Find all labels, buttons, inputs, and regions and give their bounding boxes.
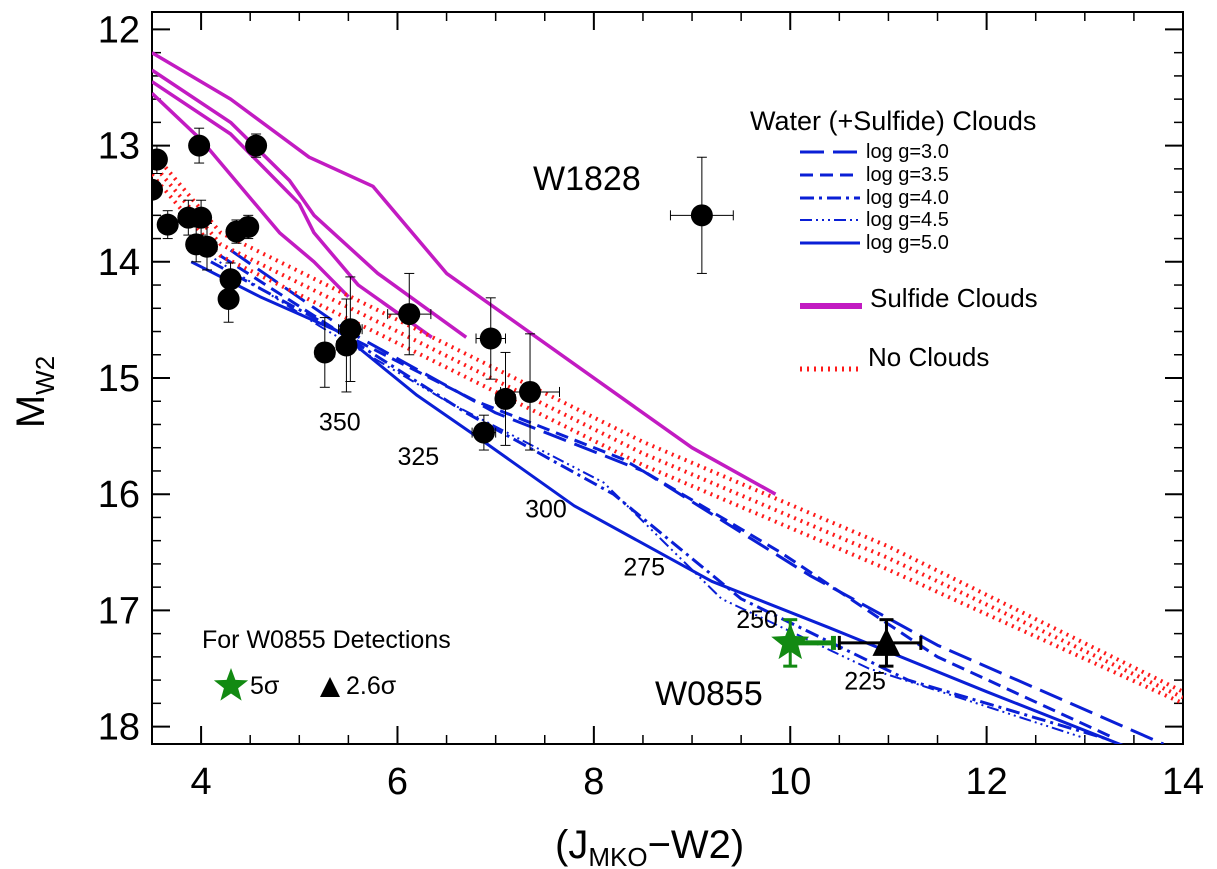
data-point bbox=[339, 318, 362, 341]
data-point bbox=[479, 327, 502, 350]
data-point bbox=[398, 303, 421, 326]
detection-triangle-2p6sigma bbox=[872, 627, 901, 656]
temperature-labels: 350 325 300 275 250 225 bbox=[319, 408, 886, 695]
y-tick-label: 13 bbox=[98, 126, 140, 168]
data-point bbox=[519, 380, 542, 403]
x-tick-label: 8 bbox=[583, 761, 604, 803]
data-point bbox=[152, 178, 163, 201]
temperature-label: 350 bbox=[319, 408, 361, 436]
data-point bbox=[237, 215, 260, 238]
axis-ticks: 4 6 8 10 12 14 12 13 14 15 16 17 18 bbox=[98, 9, 1204, 803]
legend-label-logg50: log g=5.0 bbox=[866, 232, 949, 254]
series-line-log-g-5-0 bbox=[190, 260, 1124, 744]
temperature-label: 250 bbox=[736, 606, 778, 634]
w1828-label: W1828 bbox=[533, 160, 641, 198]
w0855-label: W0855 bbox=[655, 675, 763, 713]
data-points bbox=[152, 134, 901, 660]
y-tick-label: 14 bbox=[98, 242, 140, 284]
data-point bbox=[195, 235, 218, 258]
data-point bbox=[190, 206, 213, 229]
x-axis-title: (JMKO−W2) bbox=[555, 823, 744, 869]
series-line-sulfide-clouds bbox=[152, 92, 350, 298]
detection-legend-title: For W0855 Detections bbox=[202, 626, 451, 654]
y-tick-label: 15 bbox=[98, 358, 140, 400]
detection-legend-triangle-icon bbox=[320, 677, 340, 697]
legend-label-noclouds: No Clouds bbox=[868, 342, 989, 372]
data-point bbox=[219, 268, 242, 291]
data-point bbox=[188, 134, 211, 157]
data-point bbox=[494, 387, 517, 410]
data-point bbox=[690, 204, 713, 227]
detection-legend-26sigma: 2.6σ bbox=[346, 672, 397, 700]
legend: Water (+Sulfide) Clouds log g=3.0 log g=… bbox=[750, 106, 1038, 372]
series-line-sulfide-clouds bbox=[152, 80, 433, 339]
series-line-sulfide-clouds bbox=[152, 51, 777, 496]
detection-legend: For W0855 Detections 5σ 2.6σ bbox=[202, 626, 451, 701]
series-line-no-clouds bbox=[152, 150, 1183, 694]
x-tick-label: 14 bbox=[1162, 761, 1204, 803]
temperature-label: 325 bbox=[397, 443, 439, 471]
x-tick-label: 6 bbox=[387, 761, 408, 803]
legend-title: Water (+Sulfide) Clouds bbox=[750, 106, 1036, 136]
data-point bbox=[217, 287, 240, 310]
y-tick-label: 17 bbox=[98, 590, 140, 632]
data-point bbox=[156, 213, 179, 236]
legend-label-logg45: log g=4.5 bbox=[866, 209, 949, 231]
legend-label-logg30: log g=3.0 bbox=[866, 141, 949, 163]
temperature-label: 275 bbox=[623, 554, 665, 582]
data-point bbox=[472, 421, 495, 444]
series-line-sulfide-clouds bbox=[152, 68, 468, 339]
legend-label-sulfide: Sulfide Clouds bbox=[870, 283, 1038, 313]
y-axis-title: MW2 bbox=[9, 356, 60, 428]
temperature-label: 225 bbox=[844, 667, 886, 695]
x-tick-label: 10 bbox=[769, 761, 811, 803]
y-tick-label: 18 bbox=[98, 707, 140, 749]
series-line-log-g-4-5 bbox=[200, 249, 1086, 740]
legend-label-logg35: log g=3.5 bbox=[866, 164, 949, 186]
y-tick-label: 12 bbox=[98, 9, 140, 51]
legend-label-logg40: log g=4.0 bbox=[866, 187, 949, 209]
series-line-log-g-3-0 bbox=[229, 248, 1165, 744]
detection-legend-5sigma: 5σ bbox=[250, 672, 280, 700]
detection-star-5sigma bbox=[771, 622, 810, 660]
temperature-label: 300 bbox=[525, 495, 567, 523]
y-tick-label: 16 bbox=[98, 474, 140, 516]
x-tick-label: 4 bbox=[191, 761, 212, 803]
data-point bbox=[245, 134, 268, 157]
series-line-log-g-4-0 bbox=[210, 260, 1105, 740]
x-tick-label: 12 bbox=[965, 761, 1007, 803]
detection-legend-star-icon bbox=[213, 668, 249, 701]
data-point bbox=[313, 341, 336, 364]
data-point bbox=[152, 148, 168, 171]
